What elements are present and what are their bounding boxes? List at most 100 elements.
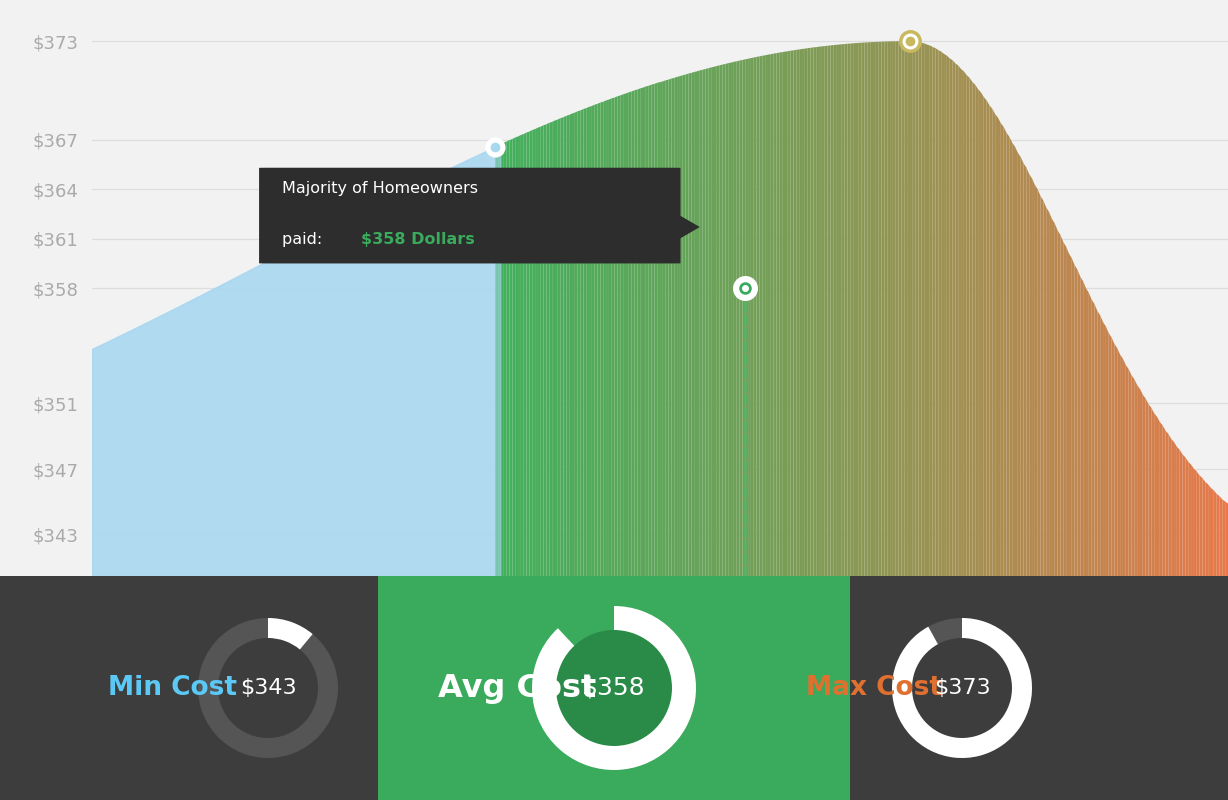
- Polygon shape: [702, 69, 706, 576]
- Polygon shape: [810, 47, 813, 576]
- Polygon shape: [694, 71, 698, 576]
- Wedge shape: [532, 606, 696, 770]
- Polygon shape: [1157, 417, 1159, 576]
- Polygon shape: [876, 42, 879, 576]
- Polygon shape: [1081, 277, 1083, 576]
- Polygon shape: [553, 121, 555, 576]
- Polygon shape: [620, 94, 623, 576]
- Polygon shape: [546, 123, 549, 576]
- Polygon shape: [936, 48, 938, 576]
- Polygon shape: [1217, 494, 1219, 576]
- Polygon shape: [970, 78, 973, 576]
- Polygon shape: [743, 59, 745, 576]
- Polygon shape: [1018, 153, 1020, 576]
- Polygon shape: [1205, 482, 1208, 576]
- Polygon shape: [499, 144, 501, 576]
- Polygon shape: [899, 41, 901, 576]
- Polygon shape: [501, 142, 503, 576]
- Polygon shape: [1194, 469, 1197, 576]
- Polygon shape: [1024, 163, 1027, 576]
- Polygon shape: [1211, 488, 1213, 576]
- Polygon shape: [1208, 484, 1211, 576]
- Text: $343: $343: [239, 678, 296, 698]
- Text: Min Cost: Min Cost: [108, 675, 237, 701]
- Polygon shape: [663, 80, 666, 576]
- Polygon shape: [720, 65, 722, 576]
- Polygon shape: [1176, 446, 1180, 576]
- Polygon shape: [544, 124, 546, 576]
- Polygon shape: [689, 73, 691, 576]
- Polygon shape: [677, 76, 680, 576]
- Polygon shape: [583, 108, 586, 576]
- Polygon shape: [739, 60, 743, 576]
- Polygon shape: [570, 114, 572, 576]
- Polygon shape: [581, 109, 583, 576]
- Polygon shape: [623, 94, 626, 576]
- Polygon shape: [558, 118, 561, 576]
- Polygon shape: [737, 61, 739, 576]
- Polygon shape: [771, 54, 774, 576]
- Polygon shape: [1131, 375, 1135, 576]
- Polygon shape: [1148, 404, 1152, 576]
- Polygon shape: [828, 46, 830, 576]
- Polygon shape: [808, 48, 810, 576]
- Polygon shape: [1222, 499, 1226, 576]
- Polygon shape: [756, 57, 759, 576]
- Polygon shape: [925, 43, 927, 576]
- Polygon shape: [813, 47, 817, 576]
- Polygon shape: [589, 106, 592, 576]
- Polygon shape: [1092, 300, 1094, 576]
- Polygon shape: [1035, 185, 1038, 576]
- Text: Max Cost: Max Cost: [806, 675, 942, 701]
- Text: $373: $373: [933, 678, 990, 698]
- Polygon shape: [1094, 304, 1098, 576]
- Polygon shape: [847, 43, 850, 576]
- Circle shape: [556, 630, 672, 746]
- Polygon shape: [1129, 369, 1131, 576]
- Polygon shape: [1001, 123, 1003, 576]
- Polygon shape: [780, 52, 782, 576]
- Polygon shape: [1027, 167, 1029, 576]
- Polygon shape: [674, 77, 677, 576]
- Polygon shape: [768, 54, 771, 576]
- Polygon shape: [858, 42, 862, 576]
- Polygon shape: [668, 78, 672, 576]
- Polygon shape: [1029, 174, 1032, 576]
- Polygon shape: [648, 85, 652, 576]
- Polygon shape: [1032, 178, 1035, 576]
- Polygon shape: [524, 133, 527, 576]
- Polygon shape: [1180, 450, 1183, 576]
- Polygon shape: [1106, 326, 1109, 576]
- Wedge shape: [532, 606, 696, 770]
- Polygon shape: [607, 99, 609, 576]
- Polygon shape: [1063, 242, 1066, 576]
- Polygon shape: [1055, 223, 1057, 576]
- Polygon shape: [1009, 137, 1012, 576]
- Text: $358: $358: [582, 676, 646, 700]
- Polygon shape: [990, 106, 992, 576]
- Polygon shape: [788, 50, 791, 576]
- Polygon shape: [631, 90, 635, 576]
- Polygon shape: [521, 134, 524, 576]
- Polygon shape: [966, 75, 970, 576]
- Polygon shape: [538, 126, 540, 576]
- Polygon shape: [927, 45, 930, 576]
- Polygon shape: [629, 91, 631, 576]
- Polygon shape: [797, 50, 799, 576]
- Polygon shape: [1152, 408, 1154, 576]
- Polygon shape: [1007, 133, 1009, 576]
- Polygon shape: [1168, 434, 1172, 576]
- FancyBboxPatch shape: [378, 540, 850, 800]
- Polygon shape: [666, 80, 668, 576]
- Polygon shape: [717, 66, 720, 576]
- Polygon shape: [1146, 398, 1148, 576]
- Polygon shape: [691, 72, 694, 576]
- Polygon shape: [916, 42, 919, 576]
- Polygon shape: [652, 84, 655, 576]
- Polygon shape: [1061, 235, 1063, 576]
- Polygon shape: [680, 75, 683, 576]
- Polygon shape: [529, 130, 532, 576]
- Polygon shape: [510, 139, 512, 576]
- Polygon shape: [495, 145, 499, 576]
- Polygon shape: [830, 45, 834, 576]
